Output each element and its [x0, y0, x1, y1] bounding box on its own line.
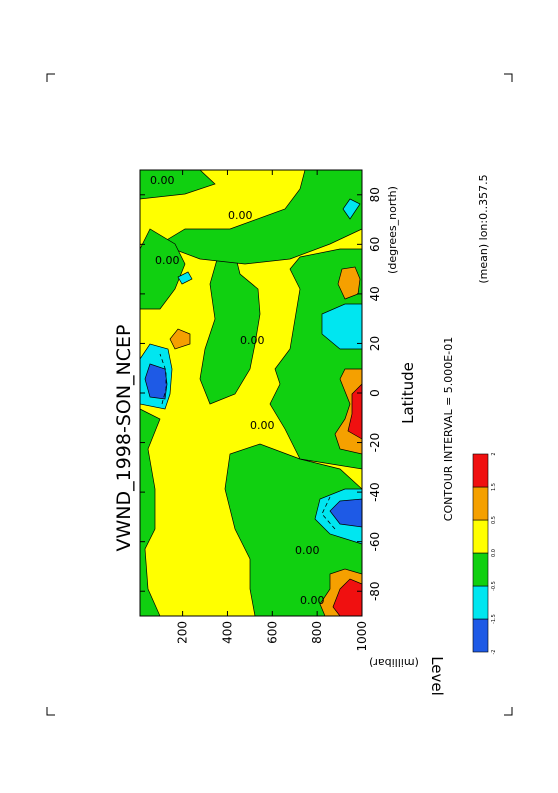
negative-large-regions	[144, 363, 363, 528]
x-tick-label: -20	[368, 433, 382, 453]
x-axis: -80 -60 -40 -20 0 20 40 60 80	[140, 187, 382, 601]
contour-region-cyan-blob	[177, 271, 193, 285]
x-tick-label: 0	[368, 389, 382, 397]
contour-label: 0.00	[228, 209, 253, 222]
y-axis-unit: (millibar)	[369, 656, 419, 669]
contour-label: 0.00	[300, 594, 325, 607]
y-tick-label: 400	[220, 621, 234, 644]
colorbar-swatch	[472, 552, 489, 587]
contour-label: 0.00	[240, 334, 265, 347]
contour-interval-label: CONTOUR INTERVAL = 5.000E-01	[442, 337, 455, 521]
colorbar-label: -2	[491, 650, 497, 655]
dashed-contours	[159, 353, 336, 530]
contour-region-blue-upper	[144, 363, 168, 400]
x-tick-label: 60	[368, 237, 382, 252]
colorbar-swatch	[472, 585, 489, 620]
rotated-figure: VWND_1998-SON_NCEP	[113, 169, 497, 696]
colorbar: -2 -1.5 -0.5 0.0 0.5 1.5 2	[472, 452, 497, 655]
contour-label: 0.00	[250, 419, 275, 432]
contour-label: 0.00	[295, 544, 320, 557]
colorbar-label: -1.5	[491, 614, 497, 624]
y-tick-label: 1000	[355, 621, 369, 652]
y-tick-label: 600	[265, 621, 279, 644]
x-axis-unit: (degrees_north)	[386, 186, 399, 274]
colorbar-label: 0.0	[491, 549, 497, 557]
contour-labels: 0.00 0.00 0.00 0.00 0.00 0.00 0.00	[150, 174, 325, 607]
contour-region-blue-low	[329, 498, 363, 528]
chart-title: VWND_1998-SON_NCEP	[113, 324, 135, 551]
contour-region-green-sh-upper	[139, 408, 161, 617]
contour-region-orange-upper	[169, 328, 191, 350]
x-tick-label: 20	[368, 336, 382, 351]
y-tick-label: 200	[176, 621, 190, 644]
mean-longitude-note: (mean) lon:0..357.5	[477, 174, 490, 283]
x-tick-label: -40	[368, 482, 382, 502]
x-tick-label: 40	[368, 286, 382, 301]
x-tick-label: 80	[368, 187, 382, 202]
y-axis-label: Level	[428, 656, 446, 696]
y-tick-label: 800	[310, 621, 324, 644]
colorbar-swatch	[472, 618, 489, 653]
colorbar-swatch	[472, 453, 489, 488]
contour-region-cyan-polar	[342, 198, 361, 220]
y-axis: 200 400 600 800 1000	[176, 170, 369, 652]
colorbar-label: -0.5	[491, 581, 497, 591]
x-tick-label: -60	[368, 532, 382, 552]
colorbar-swatch	[472, 519, 489, 554]
colorbar-label: 2	[491, 452, 497, 455]
contour-label: 0.00	[150, 174, 175, 187]
x-axis-label: Latitude	[399, 362, 417, 424]
plot-area	[139, 169, 363, 617]
contour-label: 0.00	[155, 254, 180, 267]
colorbar-label: 0.5	[491, 516, 497, 524]
positive-large-regions	[332, 383, 363, 617]
crop-marks	[46, 73, 513, 716]
contour-region-green-eq	[199, 248, 261, 405]
colorbar-swatch	[472, 486, 489, 521]
x-tick-label: -80	[368, 581, 382, 601]
colorbar-label: 1.5	[491, 483, 497, 491]
